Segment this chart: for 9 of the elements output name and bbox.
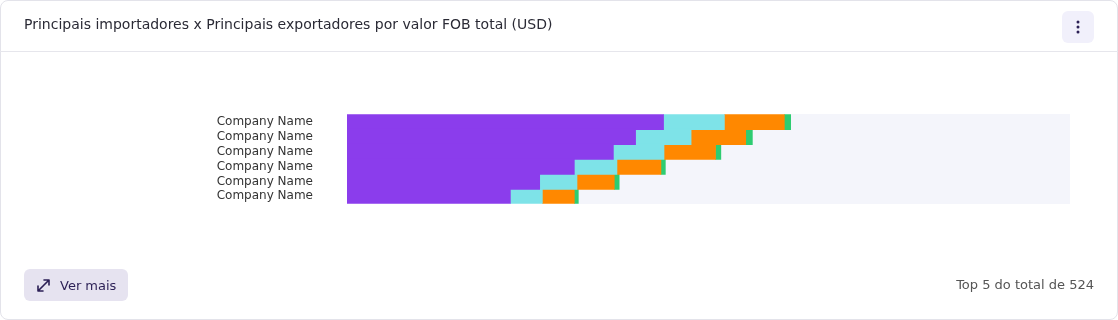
y-tick-label: Company Name (216, 173, 313, 188)
y-tick-label: Company Name (216, 113, 313, 128)
text: Ver mais (60, 278, 117, 293)
y-tick-label: Company Name (216, 128, 313, 143)
y-tick-label: Company Name (216, 158, 313, 173)
chart-title: Principais importadores x Principais exportadores por valor FOB total (USD) (24, 16, 553, 32)
y-tick-label: Company Name (216, 143, 313, 158)
y-tick-label: Company Name (216, 188, 313, 203)
text: Top 5 do total de 524 (956, 277, 1094, 292)
